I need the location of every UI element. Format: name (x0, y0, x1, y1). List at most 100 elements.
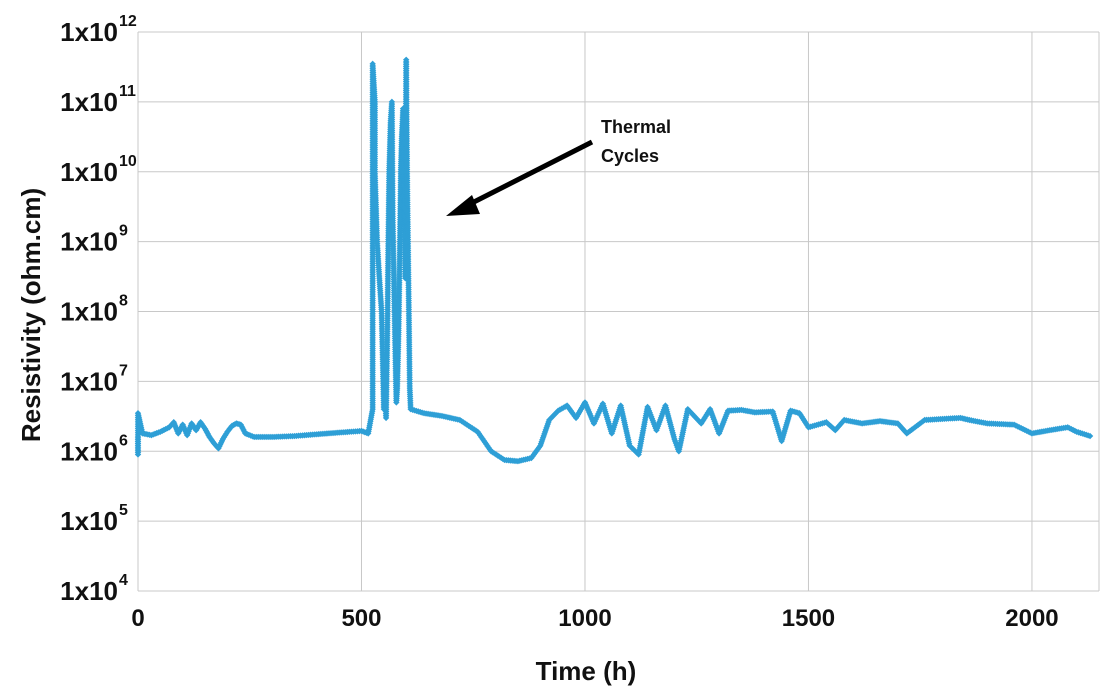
svg-text:1x10: 1x10 (60, 576, 118, 606)
data-point (528, 454, 535, 462)
y-axis-title: Resistivity (ohm.cm) (16, 188, 46, 442)
data-point (401, 205, 408, 212)
svg-text:6: 6 (119, 432, 128, 449)
data-point (157, 428, 164, 435)
data-point (394, 384, 401, 392)
data-point (474, 428, 481, 435)
data-point (939, 415, 946, 423)
data-point (724, 407, 732, 414)
svg-text:1x10: 1x10 (60, 157, 118, 187)
data-point (224, 428, 231, 435)
data-point (364, 430, 372, 437)
svg-text:1x10: 1x10 (60, 87, 118, 117)
x-axis-ticks: 0 500 1000 1500 2000 (131, 605, 1058, 632)
svg-text:8: 8 (119, 293, 128, 310)
data-point (313, 431, 320, 438)
data-point (369, 405, 376, 413)
annotation: Thermal Cycles (446, 117, 671, 216)
y-tick-label: 1x10 5 (60, 502, 128, 536)
data-point (706, 405, 714, 413)
annotation-line-2: Cycles (601, 146, 659, 166)
data-point (387, 119, 394, 127)
data-point (134, 433, 142, 441)
svg-text:1x10: 1x10 (60, 366, 118, 396)
data-point (388, 98, 396, 106)
data-point (841, 416, 848, 424)
data-point (148, 431, 155, 439)
data-point (420, 410, 428, 417)
data-point (369, 60, 376, 68)
data-point (805, 424, 812, 431)
data-point (373, 238, 381, 245)
grid (137, 31, 1100, 592)
data-point (371, 168, 379, 175)
data-point (514, 458, 522, 465)
data-point (291, 432, 298, 440)
data-point (405, 308, 413, 315)
data-point (219, 435, 227, 443)
data-point (402, 56, 410, 64)
data-point (197, 419, 204, 426)
data-point (635, 451, 642, 458)
x-tick-label: 1000 (558, 605, 611, 632)
data-point (1073, 428, 1080, 435)
data-point (392, 357, 399, 364)
data-point (397, 168, 405, 175)
data-point (966, 416, 973, 424)
y-tick-label: 1x10 11 (60, 83, 136, 117)
data-point (590, 420, 598, 427)
data-point (396, 238, 404, 245)
data-point (1046, 427, 1054, 434)
data-point (858, 420, 866, 427)
data-point (390, 287, 398, 294)
data-point (626, 442, 633, 449)
x-axis-title: Time (h) (536, 656, 637, 686)
data-point (399, 105, 407, 112)
svg-text:4: 4 (119, 572, 128, 589)
data-point (1028, 430, 1036, 437)
data-point (242, 430, 249, 437)
data-point (237, 421, 245, 428)
y-tick-label: 1x10 6 (60, 432, 128, 466)
data-point (398, 135, 405, 142)
data-point (563, 402, 571, 409)
data-point (738, 406, 745, 414)
data-point (684, 405, 691, 413)
data-point (139, 430, 146, 437)
data-point (402, 274, 409, 282)
data-point (572, 414, 580, 422)
data-point (233, 420, 240, 427)
svg-text:1x10: 1x10 (60, 227, 118, 257)
data-point (1086, 432, 1094, 440)
data-point (715, 430, 723, 437)
data-point (228, 422, 236, 430)
y-tick-label: 1x10 8 (60, 293, 128, 327)
data-point (644, 403, 651, 411)
data-point (984, 420, 991, 427)
data-point (823, 419, 830, 426)
data-point (134, 410, 142, 417)
data-point (662, 402, 669, 409)
data-point (697, 420, 705, 427)
data-point (787, 407, 794, 414)
svg-text:7: 7 (119, 362, 128, 379)
x-tick-label: 0 (131, 605, 144, 632)
data-point (438, 412, 446, 420)
svg-text:1x10: 1x10 (60, 17, 118, 47)
data-point (393, 399, 400, 406)
svg-text:9: 9 (119, 223, 128, 240)
data-point (769, 408, 776, 415)
data-point (215, 445, 222, 452)
data-points (134, 56, 1094, 465)
x-tick-label: 500 (341, 605, 381, 632)
data-point (382, 414, 390, 422)
data-point (166, 424, 173, 431)
data-point (832, 427, 839, 434)
data-point (378, 308, 385, 315)
data-point (385, 238, 392, 245)
data-point (404, 238, 412, 245)
data-point (210, 440, 218, 447)
data-point (395, 329, 402, 336)
data-point (546, 416, 553, 424)
